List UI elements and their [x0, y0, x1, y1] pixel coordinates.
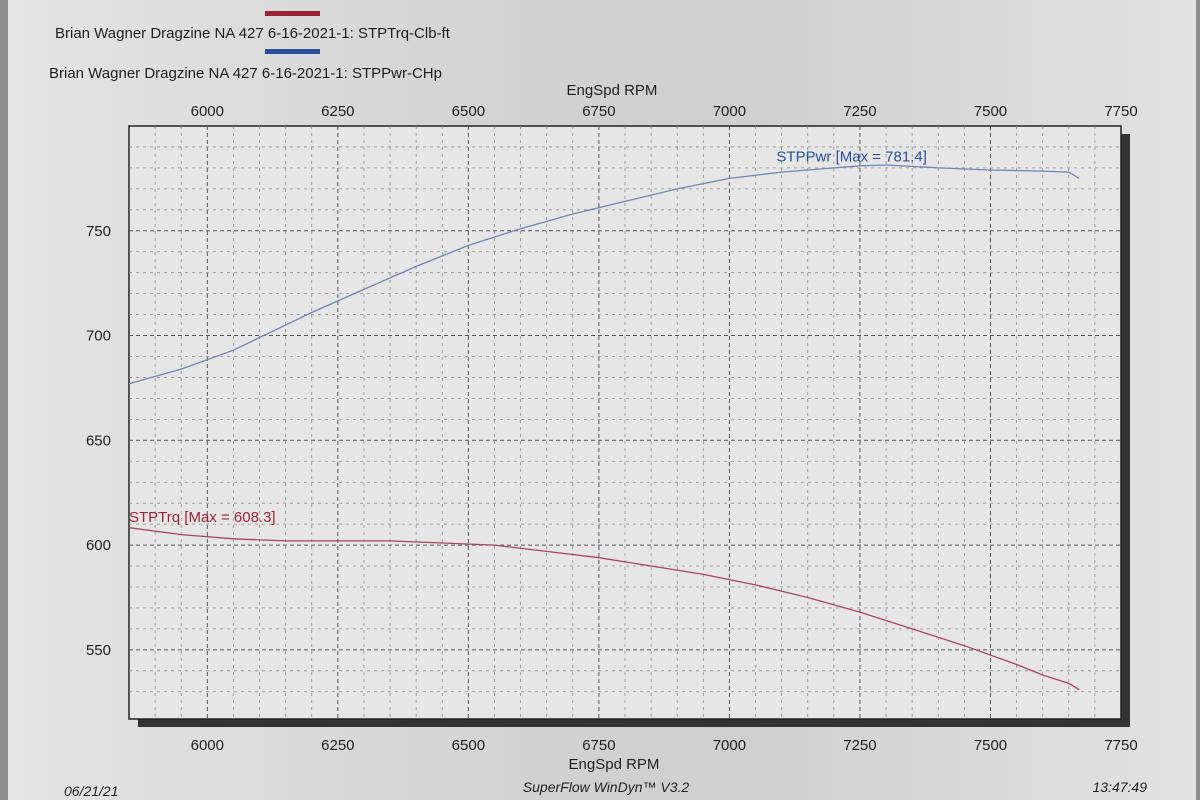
grid — [129, 126, 1121, 719]
dyno-chart: Brian Wagner Dragzine NA 427 6-16-2021-1… — [49, 11, 1148, 799]
y-tick-label: 600 — [86, 537, 111, 554]
x-tick-label-top: 7750 — [1104, 103, 1137, 120]
legend: Brian Wagner Dragzine NA 427 6-16-2021-1… — [49, 11, 451, 82]
x-tick-label-bottom: 7500 — [974, 737, 1007, 754]
x-tick-label-bottom: 6000 — [191, 737, 224, 754]
x-tick-label-bottom: 6500 — [452, 737, 485, 754]
y-tick-label: 700 — [86, 328, 111, 345]
x-axis-title-top: EngSpd RPM — [567, 82, 658, 99]
x-tick-label-bottom: 7000 — [713, 737, 746, 754]
legend-power-label: Brian Wagner Dragzine NA 427 6-16-2021-1… — [49, 65, 442, 82]
x-tick-label-bottom: 6750 — [582, 737, 615, 754]
tick-labels: 6000 6000 6250 6250 6500 6500 6750 6750 7000 7000… — [86, 103, 1138, 754]
power-max-annotation: STPPwr [Max = 781.4] — [776, 149, 926, 166]
footer-time: 13:47:49 — [1093, 779, 1148, 795]
footer-date: 06/21/21 — [64, 783, 119, 799]
x-tick-label-top: 6500 — [452, 103, 485, 120]
y-tick-label: 550 — [86, 642, 111, 659]
x-tick-label-top: 6000 — [191, 103, 224, 120]
series-line-stptrq — [128, 527, 1080, 691]
legend-power-swatch — [265, 49, 320, 54]
series-line-stppwr — [128, 164, 1080, 385]
x-tick-label-top: 7250 — [843, 103, 876, 120]
x-tick-label-bottom: 7750 — [1104, 737, 1137, 754]
x-tick-label-top: 7500 — [974, 103, 1007, 120]
legend-torque-label: Brian Wagner Dragzine NA 427 6-16-2021-1… — [55, 25, 451, 42]
x-tick-label-top: 7000 — [713, 103, 746, 120]
x-tick-label-bottom: 6250 — [321, 737, 354, 754]
x-tick-label-bottom: 7250 — [843, 737, 876, 754]
torque-max-annotation: STPTrq [Max = 608.3] — [129, 509, 276, 526]
series-layer — [128, 164, 1080, 691]
footer-software: SuperFlow WinDyn™ V3.2 — [523, 779, 690, 795]
legend-torque-swatch — [265, 11, 320, 16]
y-tick-label: 750 — [86, 223, 111, 240]
x-tick-label-top: 6750 — [582, 103, 615, 120]
dyno-sheet: Brian Wagner Dragzine NA 427 6-16-2021-1… — [8, 0, 1196, 800]
y-tick-label: 650 — [86, 432, 111, 449]
x-tick-label-top: 6250 — [321, 103, 354, 120]
x-axis-title-bottom: EngSpd RPM — [569, 756, 660, 773]
